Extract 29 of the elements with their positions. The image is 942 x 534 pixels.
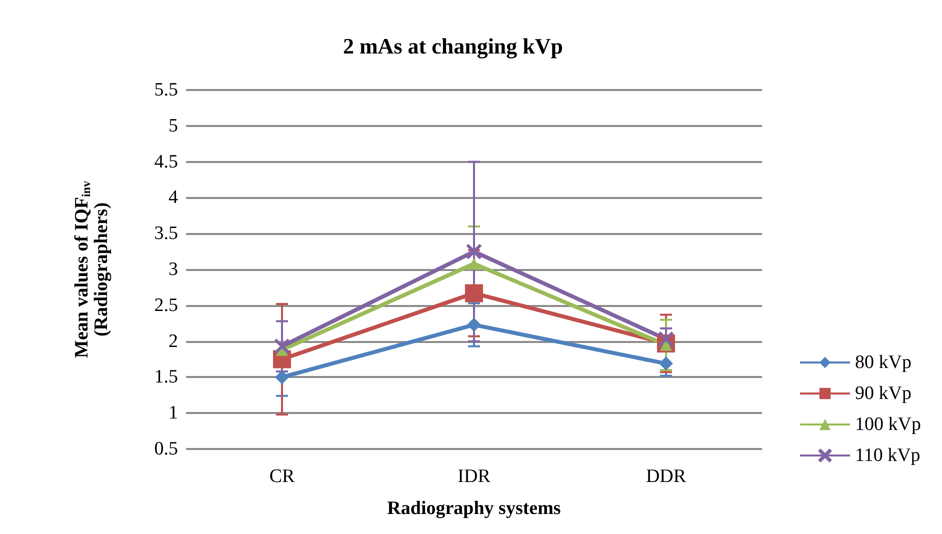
y-tick-label: 4.5 <box>154 151 178 172</box>
y-axis-title: Mean values of IQFinv (Radiographers) <box>72 181 112 358</box>
legend-label: 90 kVp <box>855 383 912 404</box>
y-tick-label: 5 <box>168 115 178 136</box>
legend-label: 80 kVp <box>855 352 912 373</box>
x-tick-label: CR <box>269 466 295 487</box>
y-tick-label: 0.5 <box>154 438 178 460</box>
point <box>275 370 289 384</box>
legend-label: 100 kVp <box>855 414 922 435</box>
point <box>465 284 483 302</box>
legend-label: 110 kVp <box>855 445 920 466</box>
y-tick-label: 3 <box>168 259 178 280</box>
point <box>468 258 480 270</box>
x-axis-title: Radiography systems <box>387 498 561 519</box>
y-tick-label: 5.5 <box>154 80 178 100</box>
point <box>659 356 673 371</box>
y-tick-label: 2 <box>168 330 178 352</box>
point <box>467 318 481 332</box>
y-tick-label: 4 <box>168 187 178 208</box>
point <box>466 244 482 260</box>
point <box>274 338 290 354</box>
x-tick-label: DDR <box>646 466 686 487</box>
chart-title: 2 mAs at changing kVp <box>342 34 564 58</box>
y-tick-label: 2.5 <box>154 294 178 316</box>
point <box>658 332 674 347</box>
y-tick-label: 1 <box>168 402 178 424</box>
y-tick-label: 3.5 <box>154 223 178 244</box>
x-tick-label: IDR <box>458 466 491 487</box>
y-tick-label: 1.5 <box>154 366 178 388</box>
